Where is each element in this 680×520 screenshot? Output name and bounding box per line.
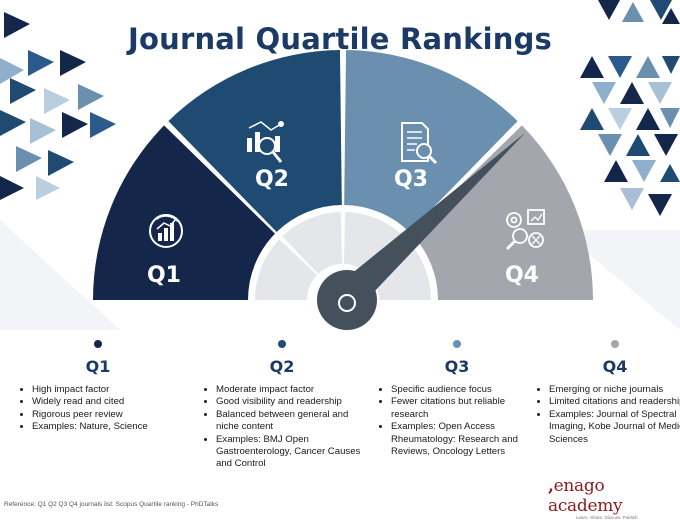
column-dot — [453, 340, 461, 348]
column-heading: Q3 — [444, 357, 470, 376]
brand-logo: ,enago academy Learn. Share. Discuss. Pu… — [548, 476, 638, 520]
bullet-item: Fewer citations but reliable research — [391, 396, 537, 421]
column-heading: Q2 — [269, 357, 295, 376]
column-bullets: High impact factorWidely read and citedR… — [18, 384, 178, 434]
gauge-segment-q1 — [93, 125, 276, 300]
needle-hub — [317, 270, 377, 330]
column-heading: Q4 — [602, 357, 628, 376]
quartile-column-2: Q2 Moderate impact factorGood visibility … — [202, 340, 362, 471]
inner-band-segment — [343, 212, 404, 274]
bullet-item: Examples: Open Access Rheumatology: Rese… — [391, 421, 537, 458]
segment-label-q4: Q4 — [505, 263, 539, 288]
bullet-item: Examples: Nature, Science — [32, 421, 178, 433]
column-bullets: Moderate impact factorGood visibility an… — [202, 384, 362, 471]
document-search-icon — [401, 122, 438, 165]
column-bullets: Emerging or niche journalsLimited citati… — [535, 384, 680, 446]
bullet-item: High impact factor — [32, 384, 178, 396]
segment-label-q2: Q2 — [255, 167, 289, 192]
bullet-item: Rigorous peer review — [32, 409, 178, 421]
column-bullets: Specific audience focusFewer citations b… — [377, 384, 537, 458]
bullet-item: Specific audience focus — [391, 384, 537, 396]
bullet-item: Balanced between general and niche conte… — [216, 409, 362, 434]
column-dot — [94, 340, 102, 348]
column-dot — [611, 340, 619, 348]
gauge-needle — [329, 133, 525, 314]
target-chart-icon — [149, 214, 183, 248]
segment-label-q3: Q3 — [394, 167, 428, 192]
bullet-item: Emerging or niche journals — [549, 384, 680, 396]
column-heading: Q1 — [85, 357, 111, 376]
inner-band-segment — [255, 239, 317, 300]
quartile-column-4: Q4 Emerging or niche journalsLimited cita… — [535, 340, 680, 446]
quartile-column-3: Q3 Specific audience focusFewer citations… — [377, 340, 537, 458]
reference-note: Reference: Q1 Q2 Q3 Q4 journals list: Sc… — [4, 501, 219, 508]
inner-band-segment — [282, 212, 343, 274]
quartile-column-1: Q1 High impact factorWidely read and cite… — [18, 340, 178, 434]
column-dot — [278, 340, 286, 348]
segment-label-q1: Q1 — [147, 263, 181, 288]
gauge-segment-q4 — [410, 125, 593, 300]
bullet-item: Moderate impact factor — [216, 384, 362, 396]
bullet-item: Examples: BMJ Open Gastroenterology, Can… — [216, 434, 362, 471]
gears-search-icon — [505, 209, 545, 251]
bullet-item: Good visibility and readership — [216, 396, 362, 408]
bullet-item: Widely read and cited — [32, 396, 178, 408]
inner-band-segment — [369, 239, 431, 300]
needle-hub-ring — [338, 294, 356, 312]
analytics-magnifier-icon — [247, 121, 284, 163]
bullet-item: Limited citations and readership — [549, 396, 680, 408]
gauge-segment-q3 — [344, 50, 518, 233]
bullet-item: Examples: Journal of Spectral Imaging, K… — [549, 409, 680, 446]
